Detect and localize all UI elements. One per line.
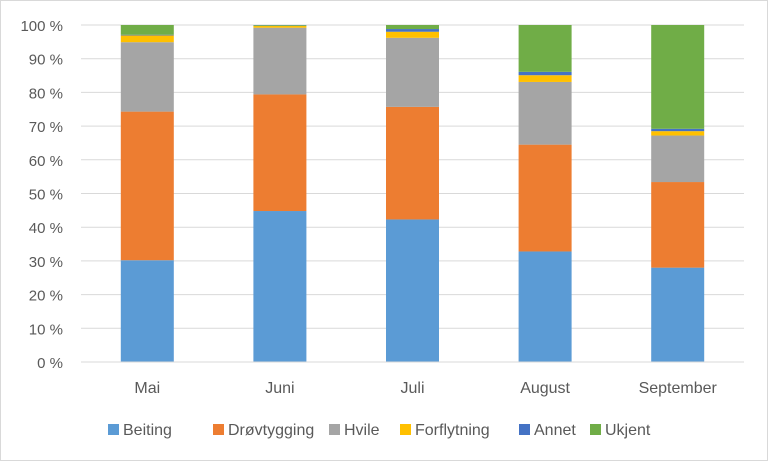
x-axis-tick-labels: Mai Juni Juli August September xyxy=(134,380,717,397)
x-tick-label: Juni xyxy=(265,380,294,397)
legend-swatch xyxy=(108,424,119,435)
y-tick-label: 20 % xyxy=(29,288,63,305)
legend-label: Drøvtygging xyxy=(228,422,314,439)
y-tick-label: 80 % xyxy=(29,85,63,102)
bar-segment-ukjent xyxy=(519,25,572,72)
legend-label: Ukjent xyxy=(605,422,651,439)
y-tick-label: 10 % xyxy=(29,321,63,338)
y-tick-label: 70 % xyxy=(29,119,63,136)
bar-segment-drøvtygging xyxy=(651,182,704,268)
y-tick-label: 60 % xyxy=(29,153,63,170)
bar-segment-hvile xyxy=(386,38,439,107)
x-tick-label: August xyxy=(520,380,570,397)
y-tick-label: 40 % xyxy=(29,220,63,237)
bar-segment-hvile xyxy=(651,136,704,183)
bar-segment-forflytning xyxy=(651,131,704,135)
bar-segment-ukjent xyxy=(121,25,174,35)
bar-segment-drøvtygging xyxy=(121,112,174,261)
y-axis-tick-labels: 0 % 10 % 20 % 30 % 40 % 50 % 60 % 70 % 80 % 90 % 1… xyxy=(20,18,63,372)
bar-segment-beiting xyxy=(253,211,306,362)
legend: Beiting Drøvtygging Hvile Forflytning Annet U… xyxy=(108,422,651,439)
bar-segment-hvile xyxy=(519,82,572,145)
legend-swatch xyxy=(329,424,340,435)
bar-segment-hvile xyxy=(253,28,306,95)
legend-swatch xyxy=(519,424,530,435)
y-tick-label: 90 % xyxy=(29,52,63,69)
y-tick-label: 100 % xyxy=(20,18,63,35)
legend-swatch xyxy=(213,424,224,435)
bar-segment-beiting xyxy=(121,260,174,362)
bar-segment-forflytning xyxy=(386,32,439,38)
legend-label: Annet xyxy=(534,422,576,439)
bar-segment-beiting xyxy=(386,219,439,362)
y-tick-label: 50 % xyxy=(29,187,63,204)
bar-segment-annet xyxy=(651,129,704,131)
bar-segment-forflytning xyxy=(121,35,174,42)
bar-segment-ukjent xyxy=(386,25,439,29)
y-tick-label: 0 % xyxy=(37,355,63,372)
bar-segment-hvile xyxy=(121,42,174,111)
bar-segment-beiting xyxy=(519,251,572,362)
legend-label: Forflytning xyxy=(415,422,490,439)
x-tick-label: September xyxy=(639,380,718,397)
bar-segment-drøvtygging xyxy=(253,94,306,211)
x-tick-label: Mai xyxy=(134,380,160,397)
bar-segment-beiting xyxy=(651,268,704,362)
legend-swatch xyxy=(590,424,601,435)
legend-swatch xyxy=(400,424,411,435)
x-tick-label: Juli xyxy=(400,380,424,397)
bar-segment-drøvtygging xyxy=(519,145,572,252)
bar-segment-forflytning xyxy=(519,75,572,82)
bar-segment-drøvtygging xyxy=(386,107,439,220)
bar-segment-ukjent xyxy=(253,25,306,26)
bar-segment-annet xyxy=(121,35,174,36)
bar-segment-ukjent xyxy=(651,25,704,129)
bar-segment-annet xyxy=(519,72,572,75)
bar-segment-annet xyxy=(386,29,439,32)
legend-label: Beiting xyxy=(123,422,172,439)
y-tick-label: 30 % xyxy=(29,254,63,271)
legend-label: Hvile xyxy=(344,422,380,439)
bar-segment-forflytning xyxy=(253,26,306,28)
